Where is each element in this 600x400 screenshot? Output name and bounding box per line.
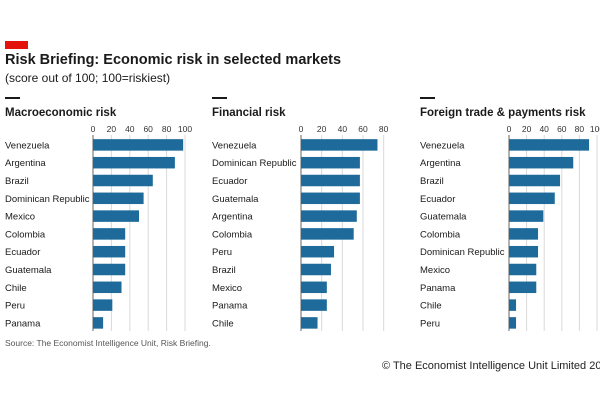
category-label: Panama (5, 318, 41, 329)
category-label: Mexico (5, 212, 35, 223)
tick-label: 0 (91, 124, 96, 134)
category-label: Chile (5, 283, 27, 294)
tick-label: 40 (125, 124, 135, 134)
chart-panel-0: Macroeconomic risk 0 20 40 60 80 100 Venezuela A… (5, 97, 192, 331)
category-label: Argentina (5, 158, 46, 169)
tick-label: 60 (557, 124, 567, 134)
category-label: Venezuela (5, 140, 50, 151)
bar (509, 317, 517, 329)
bar (93, 228, 126, 240)
bar (93, 139, 184, 151)
category-label: Peru (212, 247, 232, 258)
bar (93, 245, 126, 258)
category-label: Peru (420, 318, 440, 329)
category-label: Dominican Republic (212, 158, 297, 169)
category-label: Guatemala (212, 194, 259, 205)
tick-label: 60 (358, 124, 368, 134)
bar (301, 245, 335, 258)
panel-title-rule (420, 97, 435, 99)
bar (301, 192, 360, 205)
tick-label: 40 (539, 124, 549, 134)
bar (301, 228, 354, 240)
bar (509, 174, 561, 187)
tick-label: 80 (162, 124, 172, 134)
bar (93, 263, 126, 276)
category-label: Colombia (420, 229, 461, 240)
bar (301, 281, 327, 294)
category-label: Chile (420, 301, 442, 312)
bar (509, 299, 517, 311)
bar (509, 139, 590, 151)
category-label: Mexico (212, 283, 242, 294)
tick-label: 20 (107, 124, 117, 134)
tick-label: 0 (299, 124, 304, 134)
chart-title: Risk Briefing: Economic risk in selected… (5, 52, 342, 68)
bar (301, 139, 378, 151)
bar (301, 156, 360, 169)
bar (93, 192, 144, 205)
bar (509, 156, 574, 169)
category-label: Brazil (5, 176, 29, 187)
tick-label: 100 (178, 124, 192, 134)
category-label: Panama (420, 283, 456, 294)
bar (301, 299, 327, 311)
bar (509, 263, 537, 276)
category-label: Brazil (212, 265, 236, 276)
chart-panel-1: Financial risk 0 20 40 60 80 Venezuela Dominica… (212, 97, 389, 331)
category-label: Guatemala (420, 212, 467, 223)
panel-title: Foreign trade & payments risk (420, 107, 586, 119)
bar (301, 263, 331, 276)
bar (509, 245, 539, 258)
bar (93, 317, 104, 329)
bar (93, 281, 122, 294)
tick-label: 0 (507, 124, 512, 134)
category-label: Dominican Republic (420, 247, 505, 258)
panel-title-rule (5, 97, 20, 99)
category-label: Venezuela (420, 140, 465, 151)
bar (93, 299, 113, 311)
tick-label: 80 (575, 124, 585, 134)
category-label: Brazil (420, 176, 444, 187)
bar (93, 156, 175, 169)
category-label: Colombia (212, 229, 253, 240)
tick-label: 20 (317, 124, 327, 134)
category-label: Chile (212, 318, 234, 329)
chart-panel-2: Foreign trade & payments risk 0 20 40 60 80 10… (420, 97, 600, 331)
bar (509, 210, 544, 222)
panel-title: Financial risk (212, 107, 286, 119)
bar (509, 281, 537, 294)
category-label: Mexico (420, 265, 450, 276)
brand-bar (5, 41, 28, 49)
panel-title: Macroeconomic risk (5, 107, 117, 119)
tick-label: 100 (590, 124, 600, 134)
panel-title-rule (212, 97, 227, 99)
tick-label: 80 (379, 124, 389, 134)
tick-label: 60 (143, 124, 153, 134)
bar (93, 174, 153, 187)
bar (301, 317, 318, 329)
source-note: Source: The Economist Intelligence Unit,… (5, 338, 211, 348)
category-label: Colombia (5, 229, 46, 240)
category-label: Venezuela (212, 140, 257, 151)
category-label: Argentina (212, 212, 253, 223)
category-label: Guatemala (5, 265, 52, 276)
category-label: Argentina (420, 158, 461, 169)
category-label: Ecuador (5, 247, 40, 258)
category-label: Peru (5, 301, 25, 312)
copyright-note: © The Economist Intelligence Unit Limite… (382, 360, 600, 372)
category-label: Panama (212, 301, 248, 312)
category-label: Dominican Republic (5, 194, 90, 205)
category-label: Ecuador (212, 176, 247, 187)
tick-label: 20 (522, 124, 532, 134)
bar (301, 210, 357, 222)
bar (509, 228, 539, 240)
chart-subtitle: (score out of 100; 100=riskiest) (5, 71, 171, 85)
bar (301, 174, 360, 187)
bar (93, 210, 139, 222)
bar (509, 192, 555, 205)
category-label: Ecuador (420, 194, 455, 205)
tick-label: 40 (338, 124, 348, 134)
